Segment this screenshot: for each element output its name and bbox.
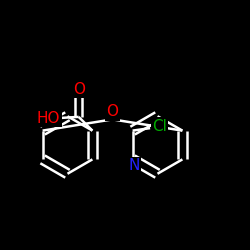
Text: O: O [73, 82, 85, 97]
Text: O: O [106, 104, 118, 120]
Text: N: N [128, 158, 140, 173]
Text: HO: HO [37, 110, 60, 126]
Text: Cl: Cl [152, 119, 167, 134]
